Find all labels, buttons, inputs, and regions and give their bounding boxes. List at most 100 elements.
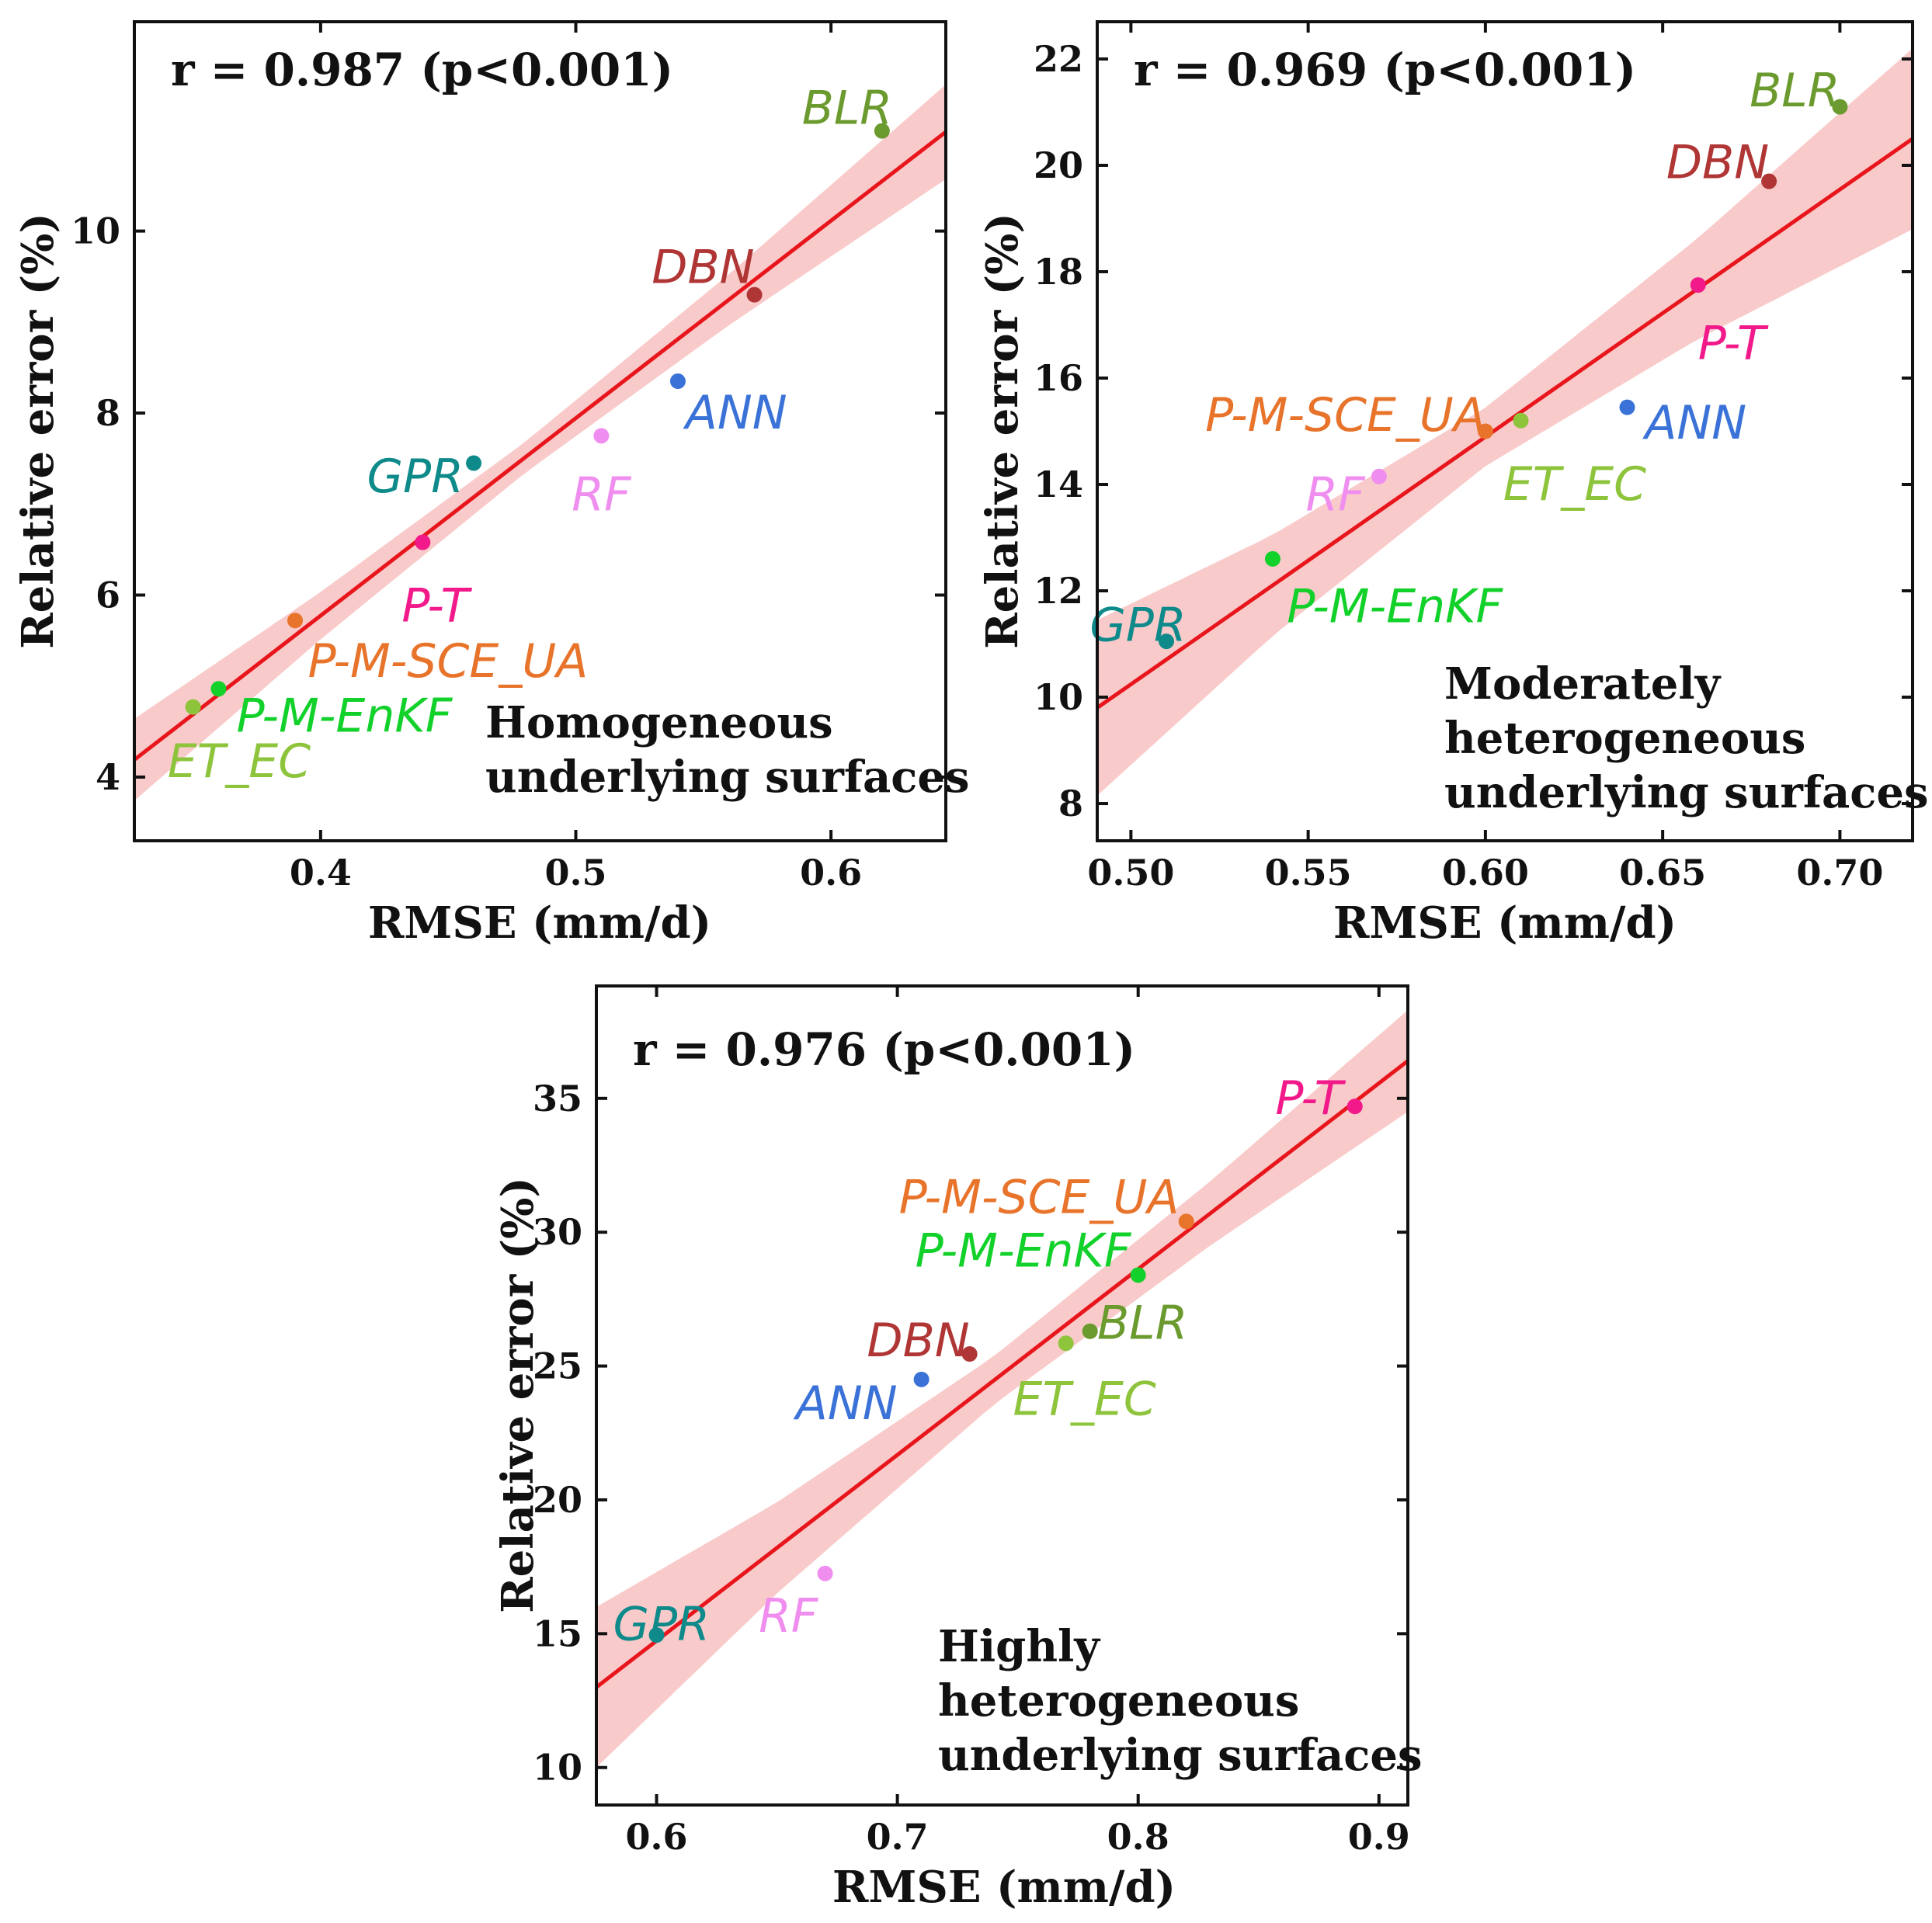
- point-label-dbn: DBN: [652, 241, 754, 295]
- y-tick-label: 22: [1034, 38, 1083, 80]
- y-tick-label: 10: [1034, 676, 1083, 718]
- y-tick-label: 30: [533, 1211, 582, 1253]
- point-gpr: [1159, 633, 1175, 650]
- point-label-ann: ANN: [1642, 396, 1746, 450]
- point-label-et_ec: ET_EC: [1503, 457, 1646, 512]
- fit-line: [1096, 137, 1914, 710]
- surface-note-line-3: underlying surfaces: [1444, 767, 1929, 818]
- y-tick-label: 10: [71, 210, 120, 252]
- point-label-blr: BLR: [802, 81, 892, 135]
- point-p-m-sce_ua: [287, 613, 304, 629]
- point-rf: [593, 428, 610, 444]
- point-dbn: [1761, 173, 1777, 189]
- confidence-band: [134, 84, 946, 801]
- panel-moderate: BLR DBN P-T ANN P-M-SCE_UA ET_EC RF P-M-EnKF GPR…: [977, 20, 1929, 949]
- point-ann: [1619, 399, 1635, 415]
- x-tick-label: 0.8: [1107, 1816, 1169, 1858]
- point-label-p-m-enkf: P-M-EnKF: [916, 1224, 1132, 1278]
- x-axis-title: RMSE (mm/d): [368, 897, 711, 949]
- plot-frame: [1096, 20, 1914, 842]
- point-p-t: [415, 534, 431, 550]
- surface-note-line-1: Homogeneous: [485, 697, 833, 748]
- y-axis-title: Relative error (%): [12, 213, 64, 649]
- point-label-p-t: P-T: [1698, 316, 1769, 370]
- x-tick-label: 0.4: [290, 852, 352, 894]
- plot-frame: [133, 20, 947, 842]
- surface-note-line-1: Moderately: [1444, 658, 1722, 710]
- point-rf: [817, 1565, 833, 1581]
- correlation-text: r = 0.969 (p<0.001): [1134, 43, 1636, 96]
- point-label-gpr: GPR: [613, 1597, 710, 1651]
- point-label-p-m-enkf: P-M-EnKF: [236, 689, 453, 743]
- point-label-rf: RF: [572, 468, 632, 522]
- y-tick-label: 8: [1058, 783, 1083, 824]
- point-label-blr: BLR: [1097, 1296, 1187, 1350]
- point-blr: [1832, 99, 1848, 115]
- x-axis-title: RMSE (mm/d): [1333, 897, 1677, 949]
- x-axis-title: RMSE (mm/d): [832, 1862, 1176, 1913]
- point-label-p-m-enkf: P-M-EnKF: [1287, 580, 1503, 634]
- y-tick-label: 20: [1034, 144, 1083, 186]
- point-label-gpr: GPR: [367, 450, 464, 504]
- x-tick-label: 0.6: [626, 1816, 688, 1858]
- point-label-rf: RF: [759, 1589, 819, 1644]
- correlation-text: r = 0.987 (p<0.001): [171, 43, 673, 96]
- point-label-p-m-sce_ua: P-M-SCE_UA: [308, 634, 588, 689]
- fit-line: [595, 1059, 1409, 1689]
- surface-note-line-1: Highly: [938, 1621, 1100, 1672]
- point-dbn: [746, 286, 763, 303]
- y-tick-label: 14: [1034, 463, 1083, 505]
- point-blr: [874, 123, 890, 139]
- point-label-et_ec: ET_EC: [168, 734, 311, 789]
- x-tick-label: 0.65: [1619, 852, 1706, 894]
- y-tick-label: 6: [96, 574, 120, 616]
- point-gpr: [466, 455, 482, 471]
- point-p-m-enkf: [210, 681, 227, 697]
- point-label-ann: ANN: [793, 1376, 898, 1431]
- correlation-text: r = 0.976 (p<0.001): [633, 1023, 1135, 1076]
- point-label-ann: ANN: [683, 386, 787, 440]
- x-tick-label: 0.5: [544, 852, 606, 894]
- y-axis-title: Relative error (%): [977, 213, 1028, 649]
- point-label-p-t: P-T: [401, 579, 472, 633]
- point-rf: [1371, 468, 1387, 484]
- surface-note-line-2: heterogeneous: [938, 1675, 1299, 1727]
- point-label-p-m-sce_ua: P-M-SCE_UA: [1205, 388, 1485, 443]
- x-tick-label: 0.7: [867, 1816, 929, 1858]
- point-et_ec: [185, 699, 201, 715]
- point-gpr: [648, 1627, 665, 1644]
- surface-note-line-2: underlying surfaces: [485, 751, 970, 803]
- point-label-dbn: DBN: [1666, 136, 1769, 190]
- y-tick-label: 18: [1034, 251, 1083, 293]
- y-tick-label: 15: [533, 1612, 582, 1654]
- point-p-t: [1690, 277, 1706, 293]
- x-tick-label: 0.55: [1265, 852, 1352, 894]
- point-label-blr: BLR: [1750, 64, 1840, 118]
- y-tick-label: 10: [533, 1747, 582, 1789]
- point-p-m-sce_ua: [1178, 1213, 1194, 1230]
- x-tick-label: 0.50: [1087, 852, 1174, 894]
- y-tick-label: 20: [533, 1479, 582, 1521]
- point-label-et_ec: ET_EC: [1013, 1373, 1155, 1427]
- surface-note-line-2: heterogeneous: [1444, 713, 1805, 764]
- x-tick-label: 0.60: [1442, 852, 1529, 894]
- x-tick-label: 0.6: [800, 852, 862, 894]
- point-ann: [669, 373, 686, 390]
- point-ann: [913, 1371, 930, 1387]
- y-tick-label: 35: [533, 1078, 582, 1119]
- y-tick-label: 16: [1034, 357, 1083, 399]
- point-p-m-enkf: [1130, 1267, 1146, 1283]
- point-et_ec: [1513, 412, 1529, 429]
- point-label-p-t: P-T: [1275, 1071, 1346, 1126]
- y-axis-title: Relative error (%): [492, 1177, 544, 1613]
- y-tick-label: 4: [96, 756, 120, 798]
- point-p-m-enkf: [1264, 550, 1280, 567]
- point-blr: [1082, 1323, 1098, 1339]
- y-tick-label: 8: [96, 392, 120, 434]
- confidence-band: [596, 1010, 1408, 1768]
- x-tick-label: 0.9: [1348, 1816, 1410, 1858]
- y-tick-label: 25: [533, 1345, 582, 1387]
- point-et_ec: [1058, 1335, 1074, 1352]
- point-p-m-sce_ua: [1477, 423, 1493, 439]
